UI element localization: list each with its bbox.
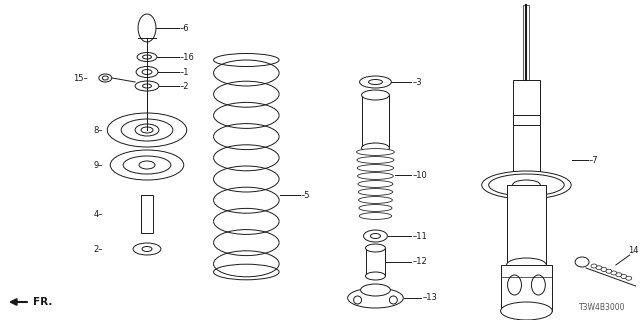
Ellipse shape — [596, 266, 602, 270]
Ellipse shape — [138, 14, 156, 42]
Ellipse shape — [143, 55, 152, 59]
Ellipse shape — [142, 246, 152, 252]
Ellipse shape — [214, 264, 279, 280]
Text: –3: –3 — [412, 77, 422, 86]
Ellipse shape — [513, 180, 540, 190]
Text: FR.: FR. — [33, 297, 52, 307]
Ellipse shape — [108, 113, 187, 147]
Ellipse shape — [357, 156, 394, 164]
Ellipse shape — [591, 264, 597, 268]
Text: 4–: 4– — [94, 210, 103, 219]
Ellipse shape — [482, 171, 571, 199]
Text: –7: –7 — [589, 156, 598, 164]
Ellipse shape — [508, 275, 522, 295]
Text: 9–: 9– — [94, 161, 103, 170]
Bar — [524, 5, 529, 80]
Text: –5: –5 — [301, 190, 310, 199]
Text: –11: –11 — [412, 231, 427, 241]
Text: –1: –1 — [180, 68, 189, 76]
Ellipse shape — [359, 212, 392, 220]
Ellipse shape — [489, 174, 564, 196]
Ellipse shape — [135, 81, 159, 91]
Ellipse shape — [362, 90, 389, 100]
Ellipse shape — [362, 143, 389, 153]
Ellipse shape — [214, 53, 279, 67]
Ellipse shape — [364, 230, 387, 242]
Ellipse shape — [358, 196, 392, 204]
Text: –2: –2 — [180, 82, 189, 91]
Text: –16: –16 — [180, 52, 195, 61]
Ellipse shape — [137, 52, 157, 61]
Ellipse shape — [110, 150, 184, 180]
Ellipse shape — [531, 275, 545, 295]
Ellipse shape — [141, 127, 153, 133]
Ellipse shape — [601, 268, 607, 271]
Ellipse shape — [389, 296, 397, 304]
Ellipse shape — [365, 244, 385, 252]
Bar — [500, 265, 552, 311]
Ellipse shape — [358, 180, 393, 188]
Ellipse shape — [354, 296, 362, 304]
Ellipse shape — [369, 79, 383, 84]
Text: –6: –6 — [180, 23, 189, 33]
Ellipse shape — [626, 276, 632, 280]
Ellipse shape — [143, 84, 152, 88]
Text: –13: –13 — [422, 293, 437, 302]
Ellipse shape — [365, 272, 385, 280]
Ellipse shape — [142, 69, 152, 75]
Text: –12: –12 — [412, 258, 427, 267]
Ellipse shape — [606, 269, 612, 273]
Ellipse shape — [359, 204, 392, 212]
Bar — [513, 80, 540, 185]
Ellipse shape — [136, 67, 158, 77]
Ellipse shape — [371, 234, 380, 238]
Ellipse shape — [102, 76, 108, 80]
Ellipse shape — [500, 302, 552, 320]
Ellipse shape — [507, 258, 547, 272]
Ellipse shape — [357, 164, 394, 172]
Bar — [141, 195, 153, 233]
Text: 15–: 15– — [73, 74, 88, 83]
Ellipse shape — [123, 156, 171, 174]
Ellipse shape — [621, 275, 627, 278]
Ellipse shape — [358, 172, 394, 180]
Ellipse shape — [575, 257, 589, 267]
Text: 8–: 8– — [93, 125, 103, 134]
Ellipse shape — [360, 76, 391, 88]
Ellipse shape — [356, 148, 394, 156]
Ellipse shape — [135, 124, 159, 136]
Text: –10: –10 — [412, 171, 427, 180]
Bar — [362, 95, 389, 148]
Ellipse shape — [133, 243, 161, 255]
Text: 2–: 2– — [94, 244, 103, 253]
Text: 14: 14 — [628, 245, 638, 254]
Ellipse shape — [360, 284, 390, 296]
Ellipse shape — [121, 119, 173, 141]
Ellipse shape — [358, 188, 393, 196]
Bar — [507, 185, 547, 265]
Text: T3W4B3000: T3W4B3000 — [579, 303, 626, 313]
Ellipse shape — [139, 161, 155, 169]
Bar — [365, 248, 385, 276]
Ellipse shape — [611, 271, 617, 275]
Ellipse shape — [99, 74, 112, 82]
Ellipse shape — [616, 273, 622, 277]
Ellipse shape — [348, 288, 403, 308]
